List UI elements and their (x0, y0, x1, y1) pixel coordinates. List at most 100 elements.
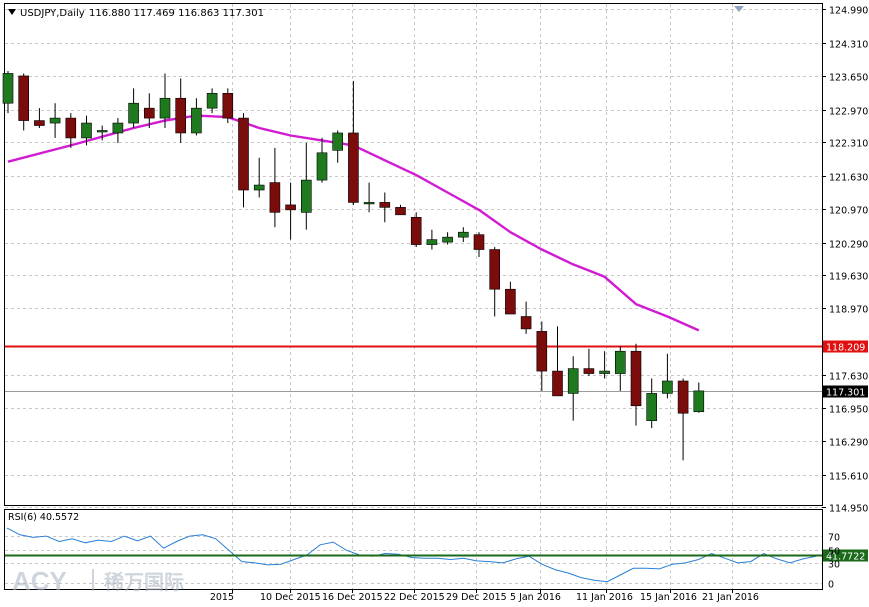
candle[interactable] (285, 182, 296, 240)
current-price-label: 117.301 (826, 388, 865, 399)
candle[interactable] (2, 70, 14, 114)
candle-body (410, 216, 422, 245)
candle[interactable] (505, 281, 516, 315)
current-price-tag (823, 385, 868, 398)
candle[interactable] (96, 125, 108, 141)
candle[interactable] (300, 142, 312, 230)
candle[interactable] (363, 182, 375, 213)
candle[interactable] (677, 378, 689, 461)
candle[interactable] (159, 73, 171, 129)
candle[interactable] (552, 326, 563, 397)
candle-body (112, 122, 124, 134)
candle[interactable] (222, 88, 234, 124)
candle[interactable] (442, 232, 453, 245)
x-tick-label: 16 Dec 2015 (322, 592, 383, 603)
candle[interactable] (253, 157, 265, 198)
candle[interactable] (206, 88, 218, 114)
candle[interactable] (238, 113, 249, 208)
candle-body (34, 120, 45, 126)
candle-body (2, 73, 14, 104)
y-tick-label: 116.950 (829, 405, 868, 416)
candle[interactable] (646, 378, 658, 429)
y-tick-label: 122.970 (829, 107, 868, 118)
y-tick-label: 121.630 (829, 173, 868, 184)
price-pane-frame (4, 3, 823, 506)
candle[interactable] (614, 346, 626, 391)
y-tick-label: 123.650 (829, 73, 868, 84)
candle-body (614, 350, 626, 374)
rsi-tick-label: 70 (828, 533, 840, 544)
candle[interactable] (583, 348, 595, 377)
y-tick-label: 114.950 (829, 504, 868, 515)
candle[interactable] (191, 98, 202, 136)
candle-body (552, 370, 563, 397)
candle-body (316, 152, 328, 181)
candle[interactable] (410, 212, 422, 248)
candle[interactable] (34, 108, 45, 129)
y-tick-label: 115.610 (829, 472, 868, 483)
candle-body (473, 234, 485, 250)
candle-body (81, 122, 92, 139)
watermark-divider (92, 569, 94, 591)
candle[interactable] (520, 301, 532, 334)
y-tick-label: 118.970 (829, 305, 868, 316)
candle[interactable] (128, 88, 139, 129)
x-tick-label: 5 Jan 2016 (510, 592, 561, 603)
y-tick-label: 122.310 (829, 139, 868, 150)
candle[interactable] (630, 343, 642, 426)
watermark-logo: ACY 稀万国际 (12, 566, 184, 596)
candle-body (630, 350, 642, 407)
candle-body (363, 202, 375, 205)
candle-body (662, 380, 673, 394)
time-axis: 2015 10 Dec 2015 16 Dec 2015 22 Dec 2015 29 … (210, 589, 759, 603)
candle[interactable] (473, 232, 485, 257)
candle[interactable] (489, 247, 501, 317)
candle[interactable] (395, 204, 406, 216)
candle[interactable] (175, 78, 186, 143)
candle[interactable] (144, 93, 155, 129)
x-tick-label: 29 Dec 2015 (446, 592, 507, 603)
triangle-down-icon[interactable] (8, 9, 16, 15)
candle[interactable] (65, 113, 77, 148)
shift-marker-icon[interactable] (734, 6, 744, 12)
candle[interactable] (662, 353, 673, 399)
candle-body (599, 370, 610, 374)
candle[interactable] (426, 229, 438, 250)
candle[interactable] (693, 382, 705, 413)
candle[interactable] (18, 73, 30, 131)
candle[interactable] (49, 103, 61, 138)
candle[interactable] (81, 115, 92, 146)
candle-body (49, 117, 61, 124)
candle-body (222, 92, 234, 119)
rsi-pane-frame (4, 509, 823, 590)
candle-body (442, 236, 453, 243)
y-tick-label: 120.970 (829, 206, 868, 217)
x-tick-label: 11 Jan 2016 (576, 592, 633, 603)
candle-body (348, 132, 359, 203)
candle[interactable] (112, 118, 124, 143)
candle[interactable] (269, 147, 281, 228)
candle-body (128, 102, 139, 124)
candle-body (426, 239, 438, 245)
y-tick-label: 124.310 (829, 40, 868, 51)
candle[interactable] (332, 130, 344, 163)
rsi-tick-label: 50 (828, 547, 840, 558)
candle-body (300, 179, 312, 213)
candle[interactable] (348, 80, 359, 205)
candle[interactable] (599, 351, 610, 379)
x-tick-label: 2015 (210, 592, 234, 603)
candle-body (144, 107, 155, 119)
candle[interactable] (316, 137, 328, 183)
y-tick-label: 117.630 (829, 372, 868, 383)
candle[interactable] (536, 321, 548, 391)
rsi-tick-label: 30 (828, 560, 840, 571)
rsi-level-tag (823, 549, 868, 562)
candle[interactable] (457, 227, 469, 243)
x-tick-label: 15 Jan 2016 (640, 592, 697, 603)
candle[interactable] (379, 192, 391, 223)
candle-body (395, 207, 406, 216)
y-tick-label: 116.290 (829, 438, 868, 449)
candle-body (520, 316, 532, 330)
candle[interactable] (567, 356, 579, 421)
